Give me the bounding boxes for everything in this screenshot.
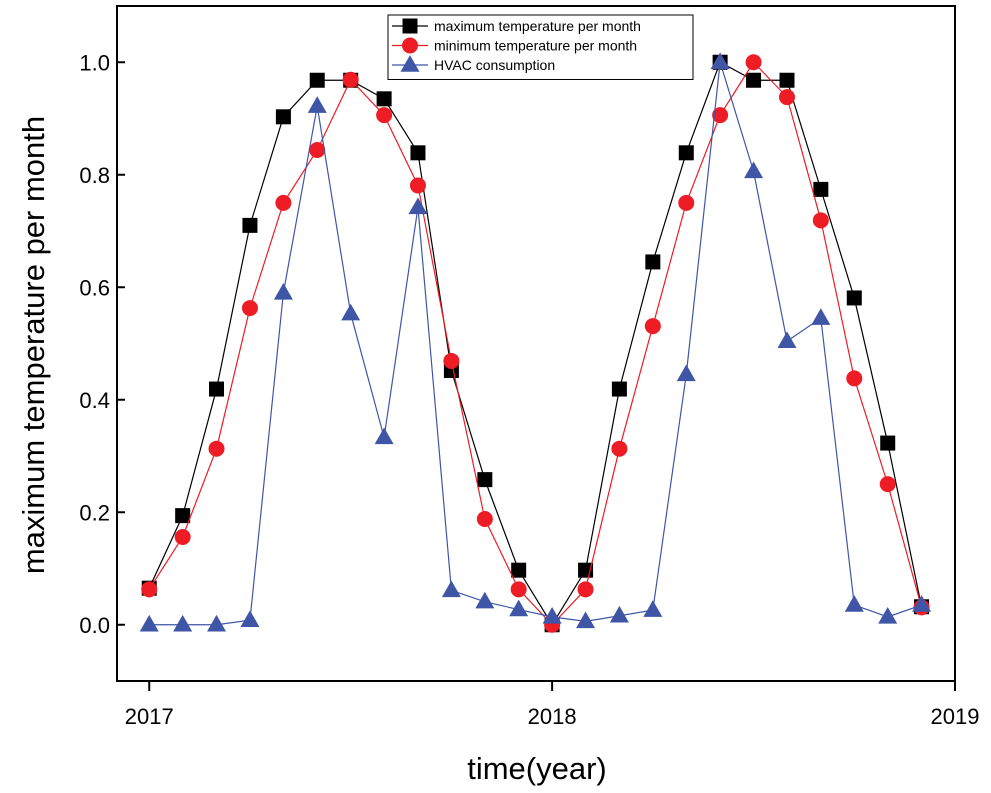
data-point-hvac-consumption <box>844 595 864 612</box>
data-point-maximum-temperature-per-month <box>813 181 829 197</box>
data-point-hvac-consumption <box>912 595 932 612</box>
data-point-hvac-consumption <box>307 96 327 113</box>
x-tick-label: 2018 <box>528 704 577 729</box>
legend-box <box>387 14 694 80</box>
data-point-maximum-temperature-per-month <box>410 145 426 161</box>
data-point-hvac-consumption <box>811 308 831 325</box>
data-point-maximum-temperature-per-month <box>242 217 258 233</box>
legend-item-minimum-temperature-per-month: minimum temperature per month <box>392 37 637 54</box>
data-point-minimum-temperature-per-month <box>141 581 158 598</box>
data-point-hvac-consumption <box>408 197 428 215</box>
y-tick-label: 0.2 <box>79 500 110 525</box>
series-minimum-temperature-per-month <box>141 54 930 633</box>
data-point-maximum-temperature-per-month <box>846 290 862 306</box>
data-point-hvac-consumption <box>609 605 629 623</box>
legend-item-maximum-temperature-per-month: maximum temperature per month <box>392 18 641 34</box>
data-point-hvac-consumption <box>576 611 596 629</box>
data-point-minimum-temperature-per-month <box>678 194 695 211</box>
x-axis-title: time(year) <box>467 751 607 786</box>
data-point-hvac-consumption <box>777 331 797 348</box>
data-point-maximum-temperature-per-month <box>645 254 661 270</box>
y-axis-title: maximum temperature per month <box>16 116 51 574</box>
legend-label: maximum temperature per month <box>434 18 641 34</box>
data-point-maximum-temperature-per-month <box>376 91 392 107</box>
data-point-maximum-temperature-per-month <box>779 72 795 88</box>
axes-layer: 0.0 0.2 0.4 0.6 0.8 1.0 2017 2018 2019 <box>79 50 979 729</box>
data-point-minimum-temperature-per-month <box>879 476 896 493</box>
data-point-maximum-temperature-per-month <box>309 72 325 88</box>
legend: maximum temperature per month minimum tem… <box>387 14 694 80</box>
x-tick-label: 2019 <box>931 704 980 729</box>
data-point-minimum-temperature-per-month <box>174 529 191 545</box>
series-line-minimum-temperature-per-month <box>148 61 923 626</box>
data-point-minimum-temperature-per-month <box>342 71 359 88</box>
legend-item-hvac-consumption: HVAC consumption <box>392 55 555 73</box>
legend-marker <box>400 55 420 72</box>
data-point-minimum-temperature-per-month <box>577 581 594 598</box>
y-tick-label: 0.0 <box>79 613 110 638</box>
data-point-maximum-temperature-per-month <box>175 508 191 524</box>
data-point-hvac-consumption <box>744 161 764 179</box>
y-tick-label: 0.4 <box>79 388 110 413</box>
legend-marker <box>402 37 418 54</box>
x-tick-label: 2017 <box>125 704 174 729</box>
plot-frame <box>116 5 956 682</box>
series-hvac-consumption <box>139 52 932 632</box>
data-point-maximum-temperature-per-month <box>209 381 225 397</box>
series-line-maximum-temperature-per-month <box>148 61 923 626</box>
data-point-maximum-temperature-per-month <box>511 562 527 578</box>
data-point-hvac-consumption <box>139 614 159 632</box>
data-point-minimum-temperature-per-month <box>443 352 460 369</box>
data-point-hvac-consumption <box>475 591 495 609</box>
data-point-minimum-temperature-per-month <box>778 89 795 106</box>
data-point-maximum-temperature-per-month <box>746 72 762 88</box>
data-point-hvac-consumption <box>676 364 696 382</box>
data-point-minimum-temperature-per-month <box>611 440 628 457</box>
data-point-minimum-temperature-per-month <box>812 212 829 229</box>
data-point-minimum-temperature-per-month <box>712 107 729 124</box>
data-point-hvac-consumption <box>509 599 529 617</box>
data-point-maximum-temperature-per-month <box>880 435 896 451</box>
data-point-minimum-temperature-per-month <box>510 581 527 598</box>
data-point-hvac-consumption <box>273 282 293 300</box>
data-point-maximum-temperature-per-month <box>275 109 291 125</box>
data-point-hvac-consumption <box>441 580 461 598</box>
legend-label: minimum temperature per month <box>434 38 637 54</box>
legend-label: HVAC consumption <box>434 57 555 73</box>
y-tick-label: 0.6 <box>79 275 110 300</box>
data-point-hvac-consumption <box>878 606 898 624</box>
data-point-maximum-temperature-per-month <box>477 472 493 488</box>
data-point-minimum-temperature-per-month <box>208 440 225 457</box>
data-point-minimum-temperature-per-month <box>376 107 393 124</box>
data-point-hvac-consumption <box>240 610 260 627</box>
data-point-minimum-temperature-per-month <box>409 177 426 194</box>
data-point-minimum-temperature-per-month <box>745 54 762 71</box>
plot-area <box>116 5 956 682</box>
data-point-hvac-consumption <box>710 52 730 69</box>
data-point-hvac-consumption <box>173 614 193 632</box>
series-layer <box>139 52 932 633</box>
data-point-hvac-consumption <box>341 303 361 321</box>
data-point-minimum-temperature-per-month <box>846 370 863 387</box>
y-tick-label: 0.8 <box>79 163 110 188</box>
series-maximum-temperature-per-month <box>141 54 930 633</box>
data-point-minimum-temperature-per-month <box>644 318 661 335</box>
data-point-hvac-consumption <box>643 600 663 617</box>
data-point-minimum-temperature-per-month <box>275 194 292 211</box>
data-point-maximum-temperature-per-month <box>611 381 627 397</box>
legend-marker <box>402 18 418 34</box>
y-tick-label: 1.0 <box>79 50 110 75</box>
data-point-hvac-consumption <box>542 606 562 624</box>
data-point-hvac-consumption <box>207 614 227 632</box>
data-point-minimum-temperature-per-month <box>241 300 258 317</box>
data-point-minimum-temperature-per-month <box>476 511 493 527</box>
data-point-minimum-temperature-per-month <box>309 142 326 158</box>
series-line-hvac-consumption <box>149 62 922 626</box>
data-point-hvac-consumption <box>374 427 394 445</box>
data-point-maximum-temperature-per-month <box>678 145 694 161</box>
